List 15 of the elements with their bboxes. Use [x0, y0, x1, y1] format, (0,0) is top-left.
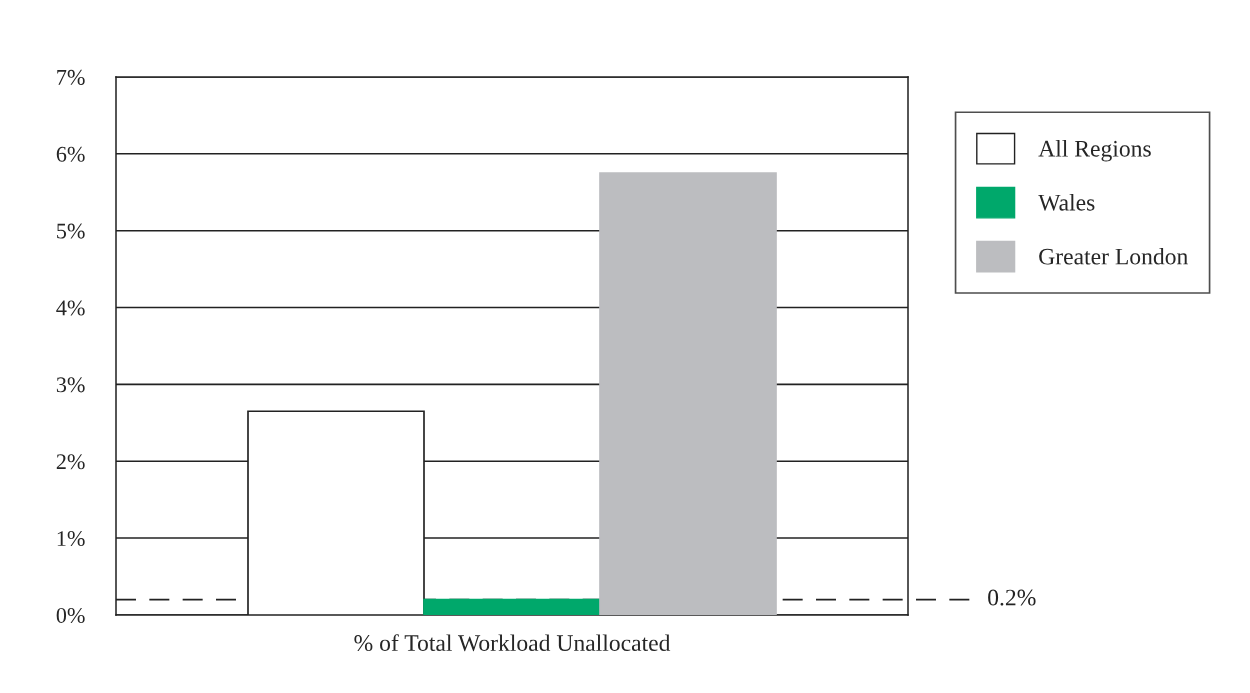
y-tick-label: 5% — [57, 223, 85, 239]
bar — [599, 172, 777, 615]
y-tick-label: 6% — [56, 146, 85, 162]
y-tick-label: 7% — [57, 69, 85, 85]
legend-label: All Regions — [1038, 140, 1151, 162]
y-tick-label: 1% — [57, 531, 85, 547]
legend-label: Wales — [1038, 194, 1095, 211]
x-tick-label: % of Total Workload Unallocated — [354, 634, 671, 652]
y-tick-label: 0% — [56, 607, 85, 623]
y-tick-label: 2% — [56, 454, 85, 470]
y-tick-label: 3% — [56, 377, 85, 393]
legend-label: Greater London — [1039, 247, 1188, 265]
bar — [423, 598, 601, 615]
y-tick-label: 4% — [56, 300, 85, 316]
ref-line-label: 0.2% — [988, 589, 1036, 606]
